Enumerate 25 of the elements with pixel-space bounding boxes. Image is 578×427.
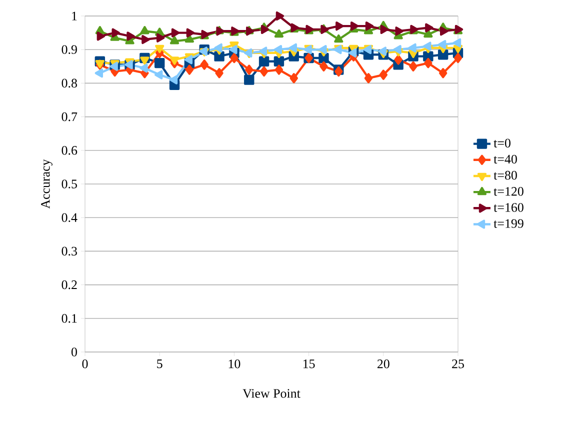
y-axis-title: Accuracy bbox=[41, 159, 52, 209]
x-tick-label: 5 bbox=[157, 360, 162, 368]
y-tick-label: 0.3 bbox=[62, 246, 77, 256]
y-tick-label: 0.8 bbox=[62, 78, 77, 88]
legend-label: t=160 bbox=[494, 203, 524, 212]
y-tick-label: 0.4 bbox=[62, 213, 78, 222]
legend-label: t=120 bbox=[494, 187, 524, 196]
legend-label: t=40 bbox=[494, 154, 517, 164]
y-tick-label: 1 bbox=[72, 12, 77, 20]
y-tick-label: 0 bbox=[72, 348, 77, 356]
y-tick-label: 0.2 bbox=[62, 280, 77, 290]
x-tick-label: 10 bbox=[228, 360, 240, 368]
x-tick-label: 15 bbox=[303, 360, 315, 368]
y-tick-label: 0.5 bbox=[62, 180, 77, 188]
legend-label: t=80 bbox=[494, 170, 517, 180]
x-tick-label: 0 bbox=[82, 360, 88, 368]
legend-label: t=199 bbox=[494, 219, 524, 228]
x-tick-label: 20 bbox=[377, 360, 390, 368]
y-tick-label: 0.7 bbox=[62, 112, 78, 122]
x-tick-label: 25 bbox=[452, 360, 464, 368]
legend-label: t=0 bbox=[494, 138, 510, 148]
y-tick-label: 0.1 bbox=[62, 314, 77, 323]
y-tick-label: 0.6 bbox=[62, 146, 78, 155]
y-tick-label: 0.9 bbox=[62, 45, 77, 54]
x-axis-title: View Point bbox=[242, 389, 300, 398]
